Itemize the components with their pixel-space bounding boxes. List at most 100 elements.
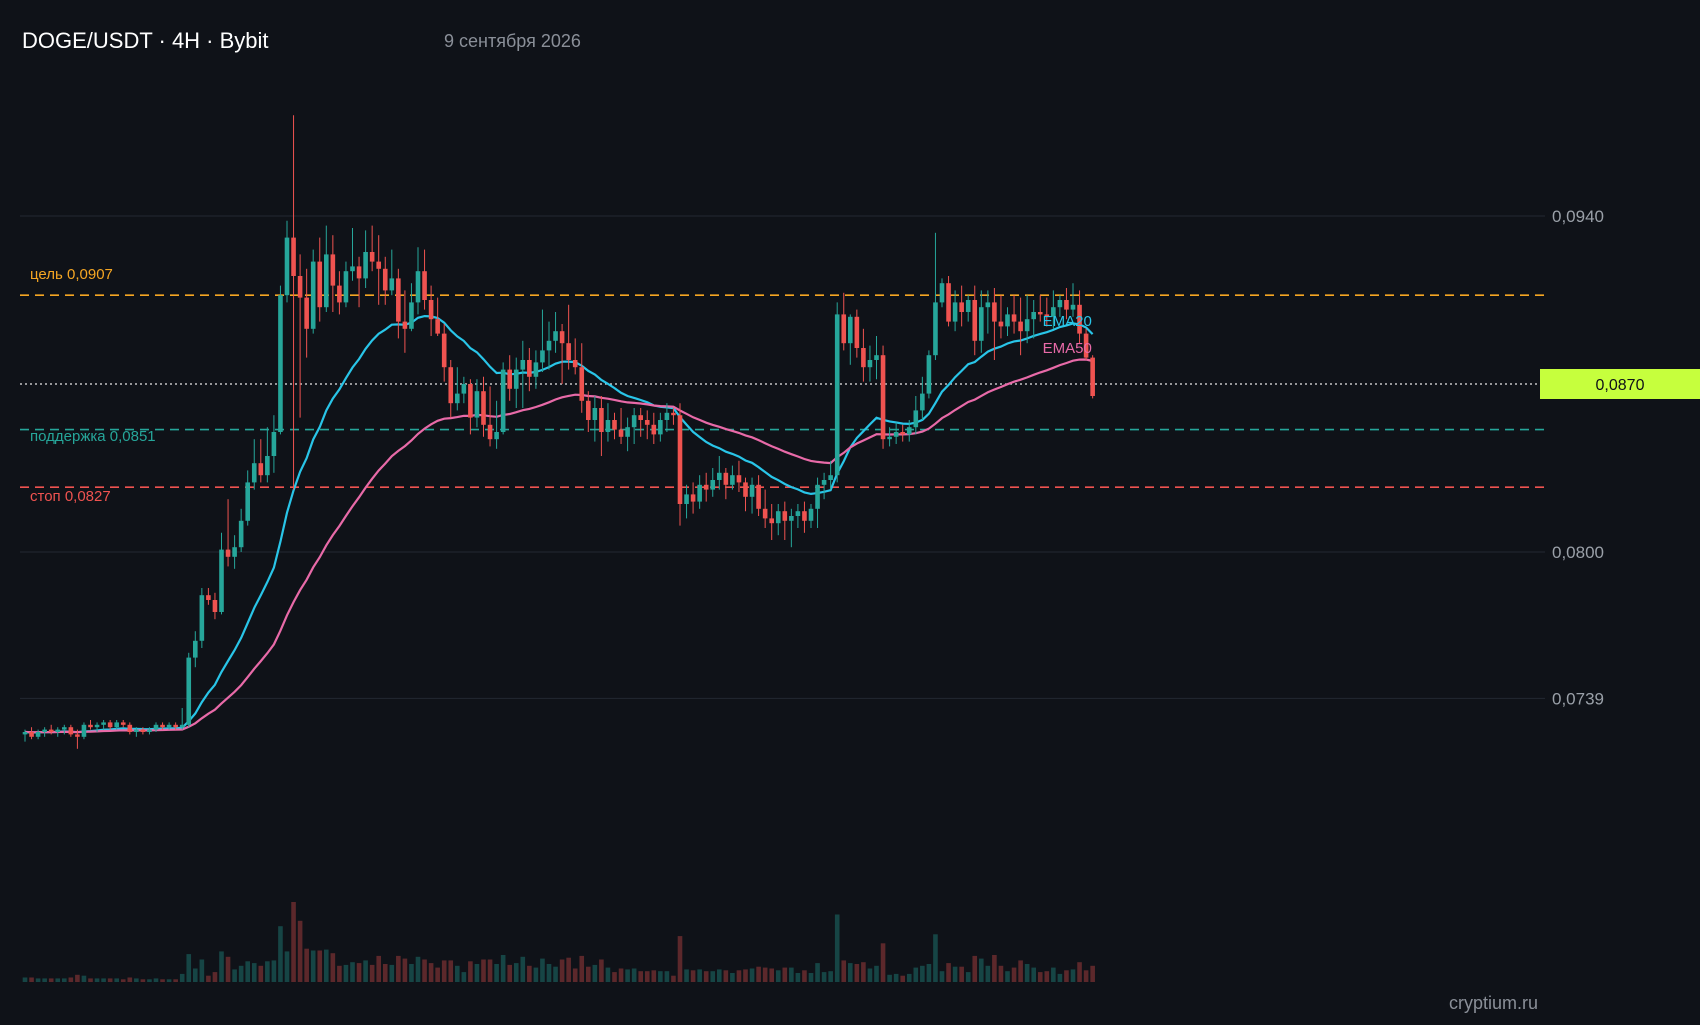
volume-bar <box>1005 971 1010 982</box>
candle-body <box>933 302 938 356</box>
candle-body <box>232 547 237 557</box>
candle-body <box>62 727 67 730</box>
volume-bar <box>251 963 257 982</box>
volume-bar <box>730 973 735 982</box>
volume-bar <box>278 926 283 982</box>
volume-bar <box>1044 971 1050 982</box>
volume-bar <box>55 978 61 982</box>
candle-body <box>769 518 774 524</box>
volume-bar <box>586 966 591 982</box>
volume-bar <box>979 958 984 982</box>
volume-bar <box>415 956 421 982</box>
volume-bar <box>291 902 296 982</box>
candle-body <box>356 266 362 279</box>
candle-body <box>612 420 617 430</box>
candle-body <box>959 302 964 312</box>
candle-body <box>559 331 565 344</box>
candle-body <box>402 321 408 329</box>
volume-bar <box>612 972 617 982</box>
candle-body <box>160 724 165 728</box>
candle-body <box>1090 357 1095 396</box>
volume-bar <box>1070 969 1076 982</box>
volume-bar <box>703 971 709 982</box>
volume-bar <box>782 967 788 982</box>
candle-body <box>441 333 447 368</box>
volume-bar <box>684 969 689 982</box>
volume-bar <box>854 964 860 982</box>
volume-bar <box>304 948 309 982</box>
candle-body <box>749 484 755 497</box>
candle-body <box>428 300 434 320</box>
volume-bar <box>834 914 840 982</box>
ema-label: EMA50 <box>1043 340 1092 357</box>
volume-bar <box>389 964 395 982</box>
volume-bar <box>193 968 198 982</box>
candle-body <box>455 393 460 404</box>
volume-bar <box>926 964 932 982</box>
volume-bar <box>762 967 768 982</box>
volume-bar <box>1011 967 1017 982</box>
candle-body <box>946 283 951 322</box>
candle-body <box>120 722 126 725</box>
volume-bar <box>920 965 925 982</box>
volume-bar <box>343 964 349 982</box>
candle-body <box>677 415 683 504</box>
volume-bar <box>710 971 716 982</box>
candle-body <box>703 484 709 490</box>
candle-body <box>324 254 329 308</box>
candle-body <box>644 420 650 425</box>
candle-body <box>874 355 879 360</box>
candle-body <box>474 391 480 418</box>
candle-body <box>317 261 323 308</box>
candle-body <box>507 369 512 389</box>
candle-body <box>1044 314 1050 317</box>
candle-body <box>939 283 945 303</box>
volume-bar <box>232 969 237 982</box>
candle-body <box>815 484 820 509</box>
volume-bar <box>101 978 106 982</box>
volume-bar <box>592 964 598 982</box>
volume-bar <box>527 965 532 982</box>
candle-body <box>389 278 395 291</box>
candle-body <box>75 734 80 737</box>
candle-body <box>553 331 558 341</box>
candle-body <box>887 436 892 440</box>
volume-bar <box>651 970 657 982</box>
candle-body <box>834 314 840 476</box>
volume-bar <box>265 961 270 982</box>
volume-bar <box>35 978 41 982</box>
candle-body <box>265 456 270 476</box>
volume-bar <box>638 971 643 982</box>
candle-body <box>1005 314 1010 327</box>
candle-body <box>880 355 886 440</box>
candle-body <box>743 482 748 497</box>
volume-bar <box>906 973 912 982</box>
candle-body <box>690 494 696 502</box>
volume-bar <box>952 966 958 982</box>
volume-bar <box>134 978 139 982</box>
volume-bar <box>1031 967 1036 982</box>
candle-body <box>697 484 702 502</box>
candle-body <box>212 600 218 612</box>
candle-body <box>500 369 506 432</box>
candle-body <box>304 297 309 329</box>
volume-bar <box>972 955 978 982</box>
volume-bar <box>140 979 146 982</box>
candle-body <box>893 432 899 437</box>
candle-body <box>147 729 152 732</box>
candle-body <box>1037 312 1043 315</box>
volume-bar <box>939 971 945 982</box>
volume-bar <box>382 964 388 982</box>
volume-bar <box>461 972 467 982</box>
volume-bar <box>749 968 755 982</box>
volume-bar <box>992 955 997 982</box>
volume-bar <box>861 962 866 982</box>
volume-bar <box>219 951 224 982</box>
volume-bar <box>566 957 571 982</box>
volume-bar <box>815 963 820 982</box>
candle-body <box>671 412 676 416</box>
candle-body <box>468 384 473 418</box>
candle-body <box>658 420 663 435</box>
volume-bar <box>487 959 493 982</box>
candle-body <box>1083 333 1089 358</box>
